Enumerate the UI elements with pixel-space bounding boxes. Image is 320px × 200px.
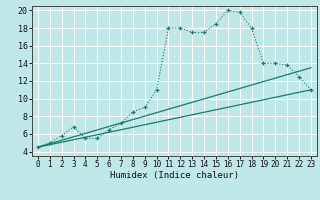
X-axis label: Humidex (Indice chaleur): Humidex (Indice chaleur) <box>110 171 239 180</box>
